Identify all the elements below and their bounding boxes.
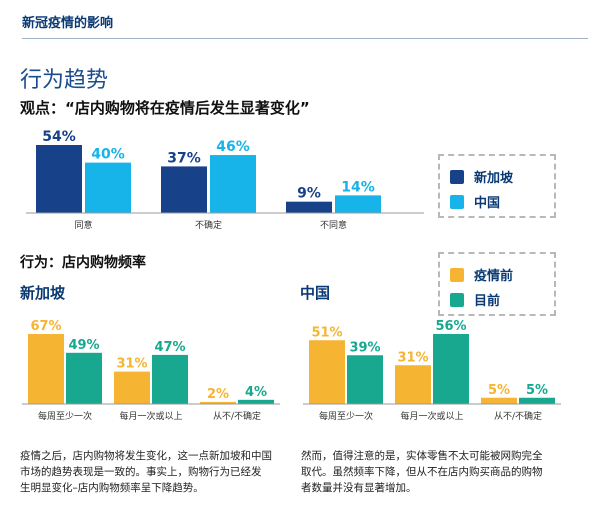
category-label-china-0: 每周至少一次: [319, 410, 373, 422]
value-label-singapore-1-1: 47%: [154, 340, 185, 355]
china-frequency-chart: 51% 39% 每周至少一次 31% 56% 每月一次或以上 5% 5% 从不/不确定: [303, 319, 561, 422]
legend-country: 新加坡 中国: [438, 154, 556, 218]
value-label-china-1-0: 31%: [397, 350, 428, 365]
bar-china-2-0: [481, 397, 517, 404]
page-header: 新冠疫情的影响: [22, 16, 114, 31]
opinion-bar-chart: 54% 40% 同意 37% 46% 不确定 9% 14% 不同意: [26, 129, 424, 231]
category-label-opinion-1: 不确定: [195, 219, 222, 231]
bar-china-0-1: [347, 355, 383, 404]
bar-singapore-2-1: [238, 399, 274, 404]
value-label-china-0-1: 39%: [349, 340, 380, 355]
legend-swatch-china: [450, 194, 464, 209]
legend-swatch-singapore: [450, 169, 464, 184]
legend-swatch-before: [450, 267, 464, 282]
category-label-singapore-1: 每月一次或以上: [119, 410, 182, 422]
section-title: 行为趋势: [20, 68, 109, 93]
bar-singapore-2-0: [200, 401, 236, 404]
value-label-opinion-1-0: 37%: [167, 150, 201, 166]
bar-china-1-0: [395, 365, 431, 404]
legend-label-singapore: 新加坡: [474, 171, 514, 186]
bar-china-2-1: [519, 397, 555, 404]
value-label-singapore-2-0: 2%: [207, 387, 229, 402]
value-label-singapore-2-1: 4%: [245, 385, 267, 400]
legend-label-before: 疫情前: [474, 269, 514, 284]
legend-label-now: 目前: [474, 294, 501, 309]
singapore-frequency-chart: 67% 49% 每周至少一次 31% 47% 每月一次或以上 2% 4% 从不/不确定: [22, 319, 280, 422]
value-label-opinion-2-1: 14%: [341, 179, 375, 195]
category-label-china-2: 从不/不确定: [494, 410, 542, 422]
value-label-singapore-0-1: 49%: [68, 338, 99, 353]
category-label-singapore-2: 从不/不确定: [213, 410, 261, 422]
bar-opinion-2-0: [286, 201, 332, 213]
category-label-opinion-0: 同意: [74, 219, 92, 231]
value-label-opinion-0-0: 54%: [42, 129, 76, 145]
value-label-china-1-1: 56%: [435, 319, 466, 334]
legend-item-singapore: 新加坡: [450, 164, 544, 189]
value-label-opinion-2-0: 9%: [297, 186, 321, 202]
value-label-opinion-1-1: 46%: [216, 139, 250, 155]
bar-opinion-2-1: [335, 195, 381, 213]
singapore-subtitle: 新加坡: [20, 284, 66, 302]
note-right: 然而，值得注意的是，实体零售不太可能被网购完全 取代。虽然频率下降，但从不在店内…: [301, 450, 543, 494]
legend-item-china: 中国: [450, 189, 544, 214]
value-label-opinion-0-1: 40%: [91, 147, 125, 163]
chart-opinion-title: 观点：“店内购物将在疫情后发生显著变化”: [20, 99, 310, 117]
china-subtitle: 中国: [300, 284, 331, 302]
bar-opinion-0-1: [85, 162, 131, 213]
bar-singapore-0-1: [66, 352, 102, 404]
bar-singapore-1-1: [152, 354, 188, 404]
value-label-singapore-1-0: 31%: [116, 357, 147, 372]
legend-item-before: 疫情前: [450, 262, 544, 287]
chart-frequency-title: 行为：店内购物频率: [20, 255, 146, 271]
value-label-china-2-1: 5%: [526, 383, 548, 398]
bar-china-1-1: [433, 334, 469, 404]
category-label-singapore-0: 每周至少一次: [38, 410, 92, 422]
legend-period: 疫情前 目前: [438, 252, 556, 316]
header-divider: [22, 38, 588, 39]
category-label-opinion-2: 不同意: [320, 219, 347, 231]
bar-china-0-0: [309, 340, 345, 404]
category-label-china-1: 每月一次或以上: [400, 410, 463, 422]
bar-opinion-1-0: [161, 166, 207, 213]
value-label-china-0-0: 51%: [311, 325, 342, 340]
bar-opinion-0-0: [36, 145, 82, 213]
legend-item-now: 目前: [450, 287, 544, 312]
legend-label-china: 中国: [474, 196, 501, 211]
bar-singapore-1-0: [114, 371, 150, 404]
bar-singapore-0-0: [28, 334, 64, 404]
value-label-china-2-0: 5%: [488, 383, 510, 398]
legend-swatch-now: [450, 292, 464, 307]
note-left: 疫情之后，店内购物将发生变化，这一点新加坡和中国 市场的趋势表现是一致的。事实上…: [20, 450, 272, 494]
value-label-singapore-0-0: 67%: [30, 319, 61, 334]
bar-opinion-1-1: [210, 155, 256, 213]
